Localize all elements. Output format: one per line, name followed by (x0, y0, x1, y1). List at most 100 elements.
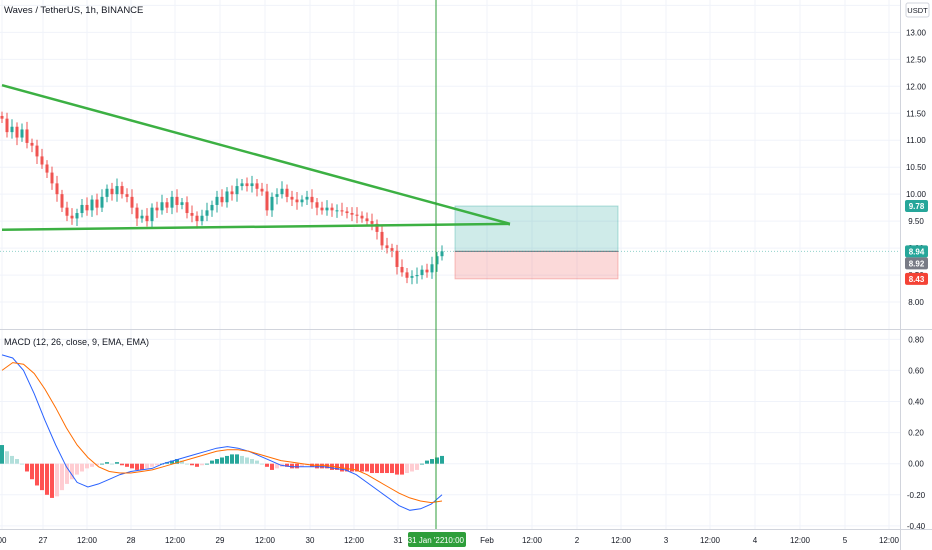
candle-body (30, 142, 34, 146)
long-position-tool[interactable] (454, 205, 619, 280)
triangle-pattern[interactable] (1, 84, 511, 232)
symbol-title[interactable]: Waves / TetherUS, 1h, BINANCE (4, 5, 143, 16)
time-tick-label: 4 (753, 536, 758, 545)
candle-body (200, 215, 204, 222)
histogram-bar (125, 463, 129, 467)
histogram-bar (40, 463, 44, 491)
candle-body (375, 223, 379, 232)
time-tick-label: 12:00 (77, 536, 98, 545)
candle-body (325, 207, 329, 211)
histogram-bar (350, 463, 354, 472)
candle-body (415, 275, 419, 277)
candle-body (285, 188, 289, 197)
time-tick-label: 12:00 (344, 536, 365, 545)
trendline[interactable] (1, 84, 511, 226)
histogram-bar (110, 463, 114, 465)
histogram-bar (380, 463, 384, 474)
histogram-bar (370, 463, 374, 474)
candle-body (175, 196, 179, 205)
candlestick-series (0, 111, 444, 285)
candle-body (110, 188, 114, 195)
candle-body (0, 115, 4, 119)
price-tick-label: 11.50 (906, 109, 926, 118)
histogram-bar (65, 463, 69, 484)
macd-tick-label: 0.20 (908, 429, 924, 438)
histogram-bar (145, 463, 149, 469)
candle-body (365, 218, 369, 222)
candle-body (210, 204, 214, 211)
price-badge-label: 8.43 (909, 275, 925, 284)
signal-line (1, 362, 443, 504)
price-badge (905, 257, 928, 270)
histogram-bar (15, 459, 19, 464)
price-badge-label: 8.94 (909, 247, 925, 256)
currency-button[interactable] (905, 2, 930, 18)
candle-body (20, 129, 24, 138)
candle-body (345, 211, 349, 214)
crosshair-date-label: 31 Jan '22 (408, 536, 445, 545)
macd-tick-label: -0.40 (907, 522, 926, 531)
candle-body (265, 191, 269, 211)
histogram-bar (400, 463, 404, 475)
histogram-bar (255, 460, 259, 464)
time-tick-label: 30 (306, 536, 315, 545)
candle-body (85, 204, 89, 211)
candle-body (235, 186, 239, 195)
price-badge-label: 9.78 (909, 202, 925, 211)
histogram-bar (425, 460, 429, 464)
time-tick-label: 00 (0, 536, 7, 545)
histogram-bar (5, 451, 9, 464)
macd-axis[interactable]: 0.80 0.60 0.40 0.20 0.00 -0.20 -0.40 (907, 335, 926, 531)
histogram-bar (185, 463, 189, 465)
candle-body (435, 256, 439, 265)
time-axis[interactable]: 00 27 12:00 28 12:00 29 12:00 30 12:00 31 Feb 12:00… (0, 536, 900, 545)
histogram-bar (70, 463, 74, 480)
candle-body (40, 156, 44, 165)
histogram-bar (295, 463, 299, 469)
crosshair-hour-label: 10:00 (444, 536, 465, 545)
histogram-bar (415, 463, 419, 470)
histogram-bar (115, 462, 119, 464)
histogram-bar (0, 445, 4, 464)
histogram-bar (405, 463, 409, 474)
histogram-bar (25, 463, 29, 472)
candle-body (75, 213, 79, 219)
candle-body (205, 210, 209, 216)
histogram-bar (365, 463, 369, 472)
macd-tick-label: -0.20 (907, 491, 926, 500)
candle-body (380, 231, 384, 246)
candle-body (10, 126, 14, 133)
macd-tick-label: 0.00 (908, 460, 924, 469)
candle-body (290, 196, 294, 200)
candle-body (65, 207, 69, 216)
histogram-bar (75, 463, 79, 475)
candle-body (440, 251, 444, 257)
candle-body (295, 199, 299, 203)
histogram-bar (105, 462, 109, 464)
time-tick-label: 31 (394, 536, 403, 545)
time-tick-label: 12:00 (611, 536, 632, 545)
position-profit-zone[interactable] (454, 205, 619, 252)
histogram-bar (235, 454, 239, 464)
candle-body (430, 264, 434, 273)
histogram-bar (215, 459, 219, 464)
histogram-bar (220, 457, 224, 464)
candle-body (320, 207, 324, 211)
time-tick-label: 12:00 (165, 536, 186, 545)
candle-body (370, 221, 374, 224)
macd-tick-label: 0.60 (908, 366, 924, 375)
candle-body (25, 129, 29, 143)
histogram-bar (230, 454, 234, 464)
histogram-bar (435, 457, 439, 464)
macd-title[interactable]: MACD (12, 26, close, 9, EMA, EMA) (4, 337, 149, 347)
candle-body (130, 196, 134, 208)
histogram-bar (420, 463, 424, 465)
histogram-bar (90, 463, 94, 467)
candle-body (400, 266, 404, 273)
histogram-bar (225, 455, 229, 464)
position-loss-zone[interactable] (454, 250, 619, 280)
trendline[interactable] (1, 222, 511, 232)
time-tick-label: Feb (480, 536, 494, 545)
candle-body (45, 164, 49, 173)
